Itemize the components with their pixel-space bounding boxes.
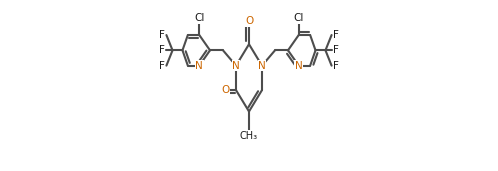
Text: F: F <box>159 45 165 55</box>
Text: O: O <box>245 16 253 26</box>
Text: CH₃: CH₃ <box>240 131 258 141</box>
Text: F: F <box>159 30 165 40</box>
Text: F: F <box>333 61 339 71</box>
Text: F: F <box>333 45 339 55</box>
Text: Cl: Cl <box>293 13 304 23</box>
Text: N: N <box>258 61 266 71</box>
Text: F: F <box>159 61 165 71</box>
Text: N: N <box>232 61 240 71</box>
Text: N: N <box>295 61 303 71</box>
Text: Cl: Cl <box>194 13 205 23</box>
Text: O: O <box>221 85 230 95</box>
Text: F: F <box>333 30 339 40</box>
Text: N: N <box>195 61 203 71</box>
